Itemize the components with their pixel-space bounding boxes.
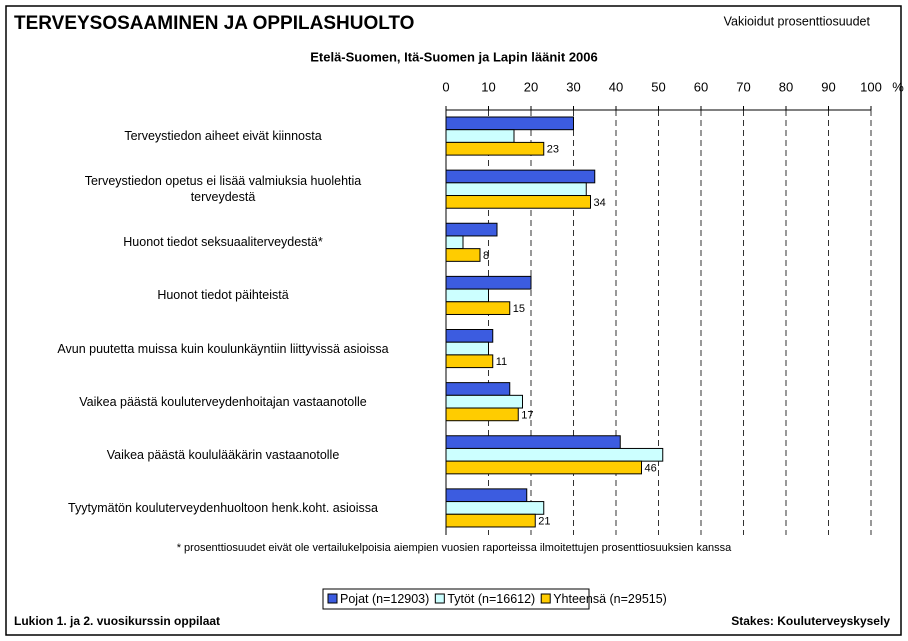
x-axis-label: % bbox=[892, 79, 904, 94]
data-label: 11 bbox=[496, 356, 507, 368]
x-tick-label: 0 bbox=[442, 79, 449, 94]
data-label: 17 bbox=[521, 409, 533, 421]
x-tick-label: 100 bbox=[860, 79, 882, 94]
bar bbox=[445, 116, 574, 131]
bar bbox=[445, 513, 536, 528]
category-label: Tyytymätön kouluterveydenhuoltoon henk.k… bbox=[68, 500, 378, 515]
bar bbox=[445, 447, 664, 462]
bar bbox=[445, 129, 515, 143]
bar bbox=[445, 141, 545, 156]
x-tick-label: 40 bbox=[609, 79, 623, 94]
legend-label: Tytöt (n=16612) bbox=[447, 592, 535, 606]
source-right: Stakes: Kouluterveyskysely bbox=[731, 614, 890, 628]
footnote: * prosenttiosuudet eivät ole vertailukel… bbox=[177, 542, 732, 554]
bar bbox=[445, 169, 596, 184]
source-left: Lukion 1. ja 2. vuosikurssin oppilaat bbox=[14, 614, 220, 628]
data-label: 34 bbox=[594, 197, 606, 209]
x-tick-label: 30 bbox=[566, 79, 580, 94]
x-tick-label: 50 bbox=[651, 79, 665, 94]
bar bbox=[445, 382, 511, 396]
frame bbox=[5, 5, 902, 636]
category-label: Huonot tiedot päihteistä bbox=[157, 288, 289, 303]
legend-swatch bbox=[540, 593, 551, 604]
category-label: Vaikea päästä koululääkärin vastaanotoll… bbox=[106, 447, 340, 462]
bar bbox=[445, 435, 621, 449]
category-label: Terveystiedon aiheet eivät kiinnosta bbox=[124, 129, 322, 144]
bar bbox=[445, 407, 519, 422]
x-tick-label: 90 bbox=[821, 79, 835, 94]
legend-box bbox=[322, 588, 590, 610]
data-label: 23 bbox=[547, 144, 559, 156]
bar bbox=[445, 222, 498, 237]
chart-title: TERVEYSOSAAMINEN JA OPPILASHUOLTO bbox=[14, 13, 414, 34]
bar bbox=[445, 182, 587, 197]
x-tick-label: 60 bbox=[694, 79, 708, 94]
data-label: 21 bbox=[538, 516, 550, 528]
legend-label: Pojat (n=12903) bbox=[340, 592, 429, 606]
bar bbox=[445, 394, 523, 409]
legend-swatch bbox=[327, 593, 338, 604]
bar bbox=[445, 235, 464, 250]
bar bbox=[445, 354, 494, 369]
data-label: 15 bbox=[513, 303, 525, 315]
legend-label: Yhteensä (n=29515) bbox=[553, 592, 667, 606]
data-label: 46 bbox=[645, 462, 657, 474]
x-tick-label: 80 bbox=[779, 79, 793, 94]
bar bbox=[445, 341, 489, 356]
bar bbox=[445, 488, 528, 503]
bar bbox=[445, 288, 489, 303]
chart-subtitle: Etelä-Suomen, Itä-Suomen ja Lapin läänit… bbox=[310, 49, 598, 64]
bar bbox=[445, 275, 532, 290]
category-label: Avun puutetta muissa kuin koulunkäyntiin… bbox=[57, 341, 389, 356]
x-tick-label: 70 bbox=[736, 79, 750, 94]
bar bbox=[445, 248, 481, 262]
x-tick-label: 10 bbox=[481, 79, 495, 94]
bar bbox=[445, 329, 494, 343]
category-label: Terveystiedon opetus ei lisää valmiuksia… bbox=[84, 174, 362, 205]
data-label: 8 bbox=[483, 250, 489, 262]
note-top: Vakioidut prosenttiosuudet bbox=[724, 14, 871, 28]
category-label: Vaikea päästä kouluterveydenhoitajan vas… bbox=[79, 394, 367, 409]
legend-swatch bbox=[434, 593, 445, 604]
x-tick-label: 20 bbox=[524, 79, 538, 94]
category-label: Huonot tiedot seksuaaliterveydestä* bbox=[123, 235, 323, 250]
bar bbox=[445, 301, 511, 315]
bar bbox=[445, 460, 642, 475]
bar bbox=[445, 501, 545, 515]
bar bbox=[445, 195, 591, 209]
